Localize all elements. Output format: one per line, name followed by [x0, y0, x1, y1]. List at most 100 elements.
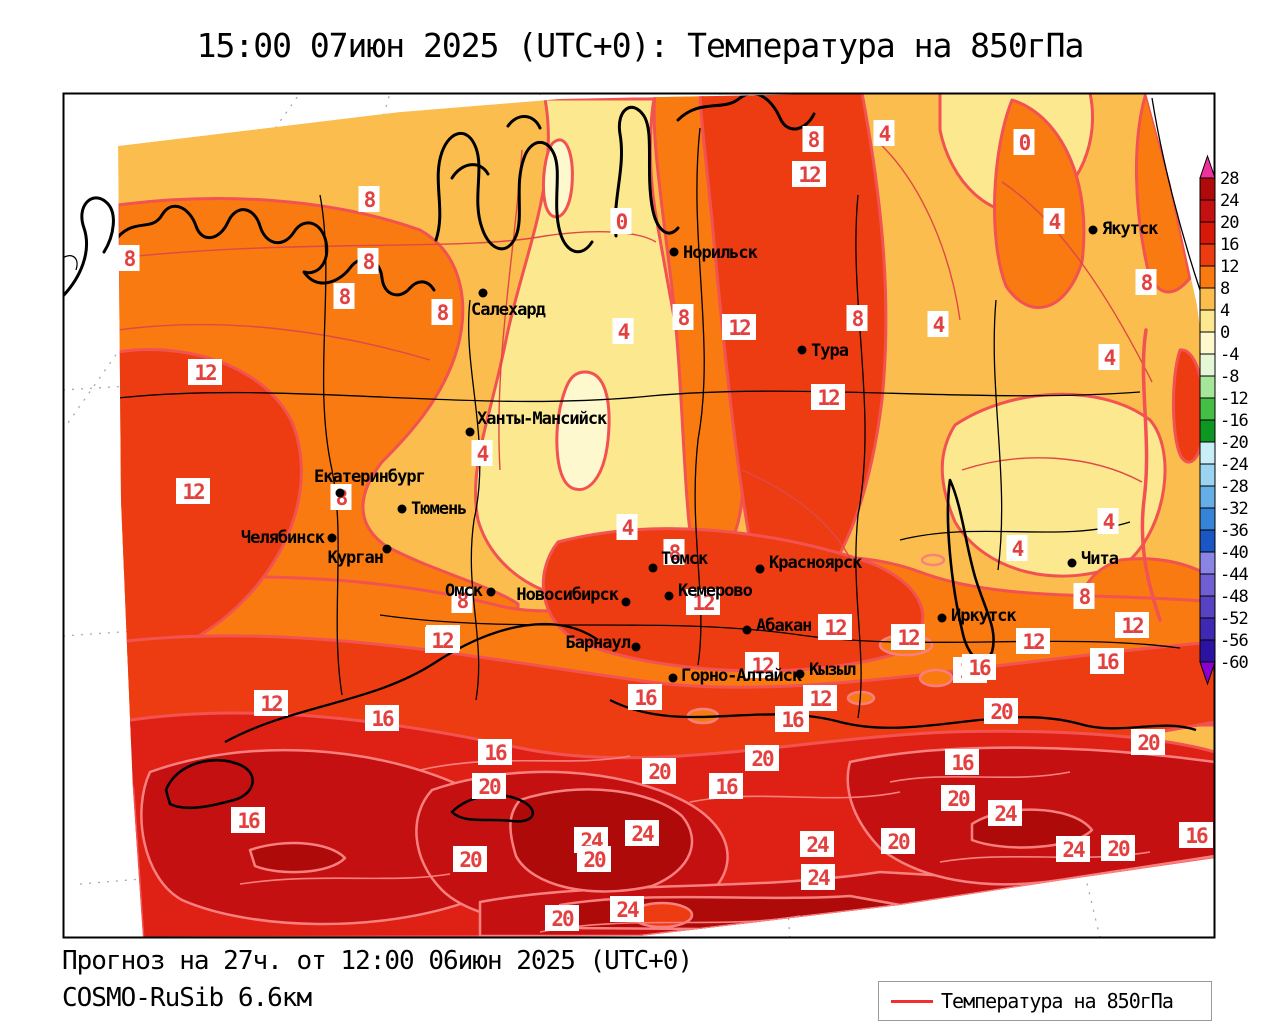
contour-label-box: [425, 627, 459, 653]
arctic-coastline: [118, 204, 436, 297]
contour-label: 4: [933, 313, 945, 337]
contour-label: 20: [648, 760, 671, 784]
city-dot-Кемерово: [664, 591, 674, 601]
contour-label: 16: [968, 656, 991, 680]
contour-label: 8: [457, 589, 469, 613]
contour-label: 16: [1096, 650, 1119, 674]
contour-label-box: [1016, 628, 1050, 654]
state-border-kazakhstan: [224, 623, 599, 744]
contour-label: 20: [583, 848, 606, 872]
contour-label-box: [451, 587, 473, 613]
contour-label-box: [802, 126, 824, 152]
contour-label: 12: [1121, 614, 1143, 638]
contour-label-box: [231, 807, 265, 833]
colorbar-segment: [1199, 551, 1216, 575]
contour-label: 12: [260, 692, 282, 716]
yenisei-gulf-coastline: [613, 105, 680, 238]
region-hot-spot: [630, 901, 694, 929]
contour-label-box: [945, 749, 979, 775]
contour-label: 0: [1019, 131, 1031, 155]
city-dot-Курган: [382, 544, 392, 554]
colorbar-tick-label: -36: [1220, 521, 1248, 541]
contour-label-box: [818, 614, 852, 640]
contour-label: 8: [363, 250, 375, 274]
legend-line-sample: [891, 999, 933, 1003]
contour-label-box: [431, 299, 453, 325]
colorbar-segment: [1199, 573, 1216, 597]
contour-label: 0: [616, 210, 628, 234]
contour-label-box: [927, 311, 949, 337]
city-label: Томск: [661, 549, 708, 569]
region-mountain-spot: [846, 690, 876, 706]
contour-label: 12: [692, 591, 714, 615]
colorbar-segment: [1199, 419, 1216, 443]
region-band-m4-0: [555, 370, 611, 491]
contour-label: 12: [897, 626, 919, 650]
city-dot-Барнаул: [631, 642, 641, 652]
contour-label-box: [722, 314, 756, 340]
region-mountain-spot: [918, 668, 954, 688]
scandinavia-coastline: [63, 196, 115, 298]
contour-label: 8: [678, 306, 690, 330]
colorbar-tick-label: 28: [1220, 169, 1239, 189]
contour-label-box: [709, 773, 743, 799]
city-dot-Салехард: [478, 288, 488, 298]
contour-label: 4: [1012, 537, 1024, 561]
city-dot-Тюмень: [397, 504, 407, 514]
city-label: Чита: [1081, 549, 1119, 569]
region-band-24-28: [248, 841, 347, 874]
contour-label: 20: [459, 848, 482, 872]
contour-label-box: [775, 706, 809, 732]
city-label: Красноярск: [769, 553, 862, 573]
contour-label: 4: [1103, 510, 1115, 534]
colorbar-tick-label: -24: [1220, 455, 1248, 475]
contour-label: 16: [237, 809, 260, 833]
contour-label-box: [962, 654, 996, 680]
contour-label-box: [891, 624, 925, 650]
region-band-12-16-east-core: [1171, 348, 1206, 464]
contour-label: 8: [808, 128, 820, 152]
city-markers: Норильск Салехард Тура Якутск Ханты-Мансийск…: [241, 219, 1159, 686]
contour-label: 8: [437, 301, 449, 325]
contour-label: 20: [947, 787, 970, 811]
contour-label-box: [745, 652, 779, 678]
contour-label: 12: [798, 163, 820, 187]
contour-label: 4: [1104, 346, 1116, 370]
contour-label-box: [1013, 129, 1035, 155]
map-legend: Температура на 850гПа: [878, 981, 1212, 1021]
contour-label: 8: [339, 285, 351, 309]
contour-label: 12: [751, 654, 773, 678]
colorbar-segment: [1199, 243, 1216, 267]
contour-label: 12: [431, 629, 453, 653]
contour-label-box: [545, 905, 579, 931]
city-label: Салехард: [471, 300, 546, 320]
colorbar-tick-label: 24: [1220, 191, 1239, 211]
contour-label: 8: [364, 188, 376, 212]
contour-label: 16: [1185, 824, 1208, 848]
contour-label: 16: [371, 707, 394, 731]
contour-label-box: [801, 864, 835, 890]
admin-borders: [118, 127, 1197, 744]
contour-label-box: [792, 161, 826, 187]
city-label: Тура: [811, 341, 849, 361]
city-label: Екатеринбург: [314, 467, 425, 487]
colorbar-tick-label: -56: [1220, 631, 1248, 651]
scandinavia-border: [63, 255, 78, 271]
contour-label: 12: [817, 386, 839, 410]
island-coastline: [450, 115, 542, 180]
contour-label: 20: [478, 775, 501, 799]
contour-label: 8: [1141, 271, 1153, 295]
contour-label: 12: [1022, 630, 1044, 654]
contour-label: 12: [728, 316, 750, 340]
colorbar-segment: [1199, 507, 1216, 531]
contour-label: 20: [990, 700, 1013, 724]
contour-label-box: [800, 831, 834, 857]
contour-label-box: [471, 440, 493, 466]
contour-label-box: [577, 846, 611, 872]
contour-label: 8: [1079, 585, 1091, 609]
contour-label: 12: [809, 687, 831, 711]
lake-baikal: [946, 478, 995, 662]
contour-label: 20: [751, 747, 774, 771]
region-mountain-spot: [920, 553, 946, 567]
contour-label-box: [1131, 729, 1165, 755]
